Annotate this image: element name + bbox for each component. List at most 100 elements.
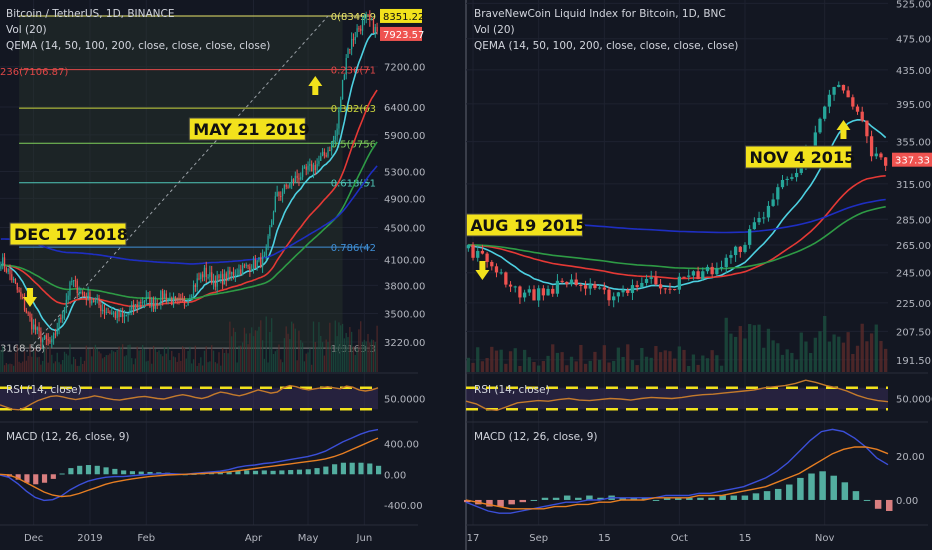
volume-bar [471, 362, 475, 372]
volume-bar [626, 344, 630, 372]
volume-bar [152, 345, 155, 372]
macd-histogram-bar [217, 472, 223, 475]
candle-body [191, 295, 193, 298]
right-rsi-label: RSI (14, close) [474, 384, 550, 396]
volume-bar [43, 348, 46, 372]
volume-bar [513, 348, 517, 372]
fib-left-label: 3168.56) [0, 344, 45, 355]
macd-histogram-bar [819, 471, 826, 500]
volume-bar [258, 326, 260, 372]
left-rsi-label: RSI (14, close) [6, 384, 82, 396]
volume-bar [3, 365, 6, 372]
candle-body [127, 313, 129, 315]
macd-histogram-bar [323, 466, 329, 475]
candle-body [249, 266, 251, 272]
volume-bar [588, 360, 592, 372]
candle-body [83, 294, 86, 297]
volume-bar [358, 329, 360, 372]
time-axis-tick: 17 [467, 533, 480, 544]
candle-body [325, 155, 327, 157]
candle-body [2, 257, 4, 266]
volume-bar [129, 344, 131, 372]
price-axis-tick: 4100.00 [384, 255, 425, 266]
price-axis-tick: 4900.00 [384, 194, 425, 205]
candle-body [261, 255, 264, 267]
candle-body [691, 271, 696, 276]
candle-body [841, 84, 846, 91]
price-axis-tick: 525.00 [896, 0, 931, 10]
volume-bar [363, 339, 366, 372]
volume-bar [91, 356, 93, 372]
volume-bar [757, 324, 761, 372]
rsi-axis-tick: 50.0000 [896, 395, 932, 406]
volume-bar [338, 322, 340, 372]
candle-body [649, 277, 653, 279]
candle-body [365, 14, 367, 18]
volume-bar [2, 346, 4, 372]
volume-bar [111, 350, 113, 372]
candle-body [98, 298, 100, 306]
candle-body [42, 339, 44, 343]
volume-bar [7, 364, 9, 372]
volume-bar [654, 346, 658, 372]
volume-bar [504, 363, 508, 372]
candle-body [189, 297, 191, 300]
volume-bar [724, 317, 728, 372]
right-chart-title: BraveNewCoin Liquid Index for Bitcoin, 1… [474, 8, 726, 20]
volume-bar [225, 349, 227, 372]
candle-body [96, 298, 98, 300]
candle-body [490, 261, 494, 267]
candle-body [522, 292, 527, 298]
annotation-label: AUG 19 2015 [470, 216, 586, 235]
volume-bar [729, 333, 733, 372]
candle-body [874, 153, 878, 157]
left-chart-title: Bitcoin / TetherUS, 1D, BINANCE [6, 8, 174, 20]
candle-body [240, 269, 242, 275]
candle-body [94, 299, 97, 303]
fib-level-label: 0.236(71 [331, 66, 376, 77]
volume-bar [285, 326, 287, 372]
candle-body [220, 274, 222, 279]
candle-body [280, 195, 282, 197]
macd-histogram-bar [797, 477, 804, 500]
candle-body [513, 286, 517, 288]
volume-bar [142, 344, 144, 372]
volume-bar [851, 353, 855, 372]
candle-body [263, 255, 266, 257]
volume-bar [371, 339, 373, 372]
volume-bar [80, 356, 82, 372]
macd-histogram-bar [541, 497, 549, 500]
volume-bar [220, 365, 222, 372]
volume-bar [45, 344, 47, 372]
candle-body [719, 267, 724, 269]
candle-body [374, 27, 376, 34]
macd-histogram-bar [340, 462, 346, 475]
volume-bar [733, 336, 738, 372]
volume-bar [466, 357, 470, 372]
candle-body [715, 268, 719, 275]
macd-histogram-bar [358, 462, 364, 475]
candle-body [358, 28, 360, 30]
macd-histogram-bar [94, 465, 100, 475]
volume-bar [151, 363, 153, 372]
volume-bar [476, 347, 480, 372]
volume-bar [109, 353, 111, 372]
volume-bar [122, 344, 124, 372]
macd-histogram-bar [314, 468, 320, 475]
macd-histogram-bar [808, 473, 815, 500]
candle-body [733, 246, 738, 256]
macd-histogram-bar [376, 465, 382, 475]
candle-body [285, 184, 287, 187]
candle-body [152, 299, 155, 309]
rsi-axis-tick: 50.0000 [384, 395, 425, 406]
candle-body [256, 260, 258, 268]
volume-bar [280, 359, 282, 372]
volume-bar [254, 330, 256, 372]
volume-bar [231, 336, 233, 372]
candle-body [612, 296, 616, 301]
candle-body [238, 269, 240, 275]
macd-histogram-bar [288, 470, 294, 475]
annotation-box [9, 222, 127, 246]
volume-bar [243, 327, 246, 372]
volume-bar [63, 351, 66, 372]
